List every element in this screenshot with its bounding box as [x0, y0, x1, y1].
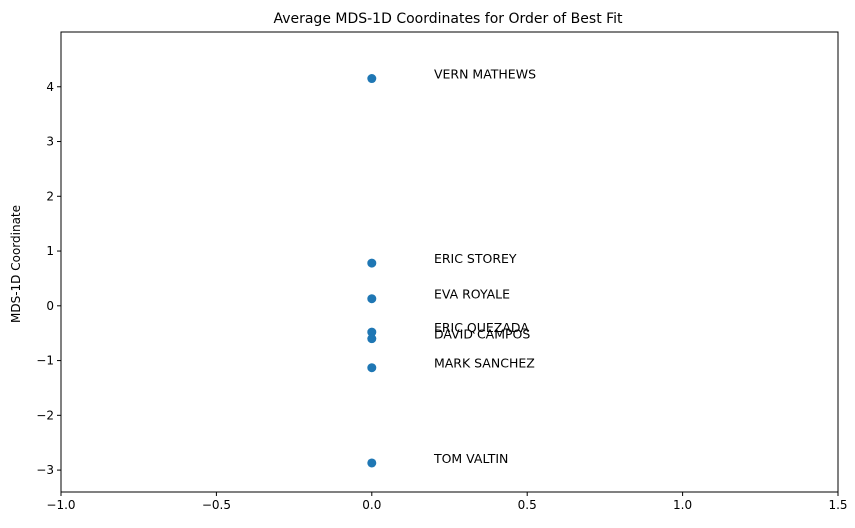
- point-label: DAVID CAMPOS: [434, 327, 530, 342]
- y-axis-label: MDS-1D Coordinate: [9, 205, 23, 323]
- y-tick-label: 2: [46, 189, 54, 203]
- y-tick-label: 0: [46, 299, 54, 313]
- plot-area: −1.0 −0.5 0.0 0.5 1.0 1.5 −3 −2 −1 0 1 2 3 4 VERN MATH…: [36, 32, 847, 512]
- x-tick-label: 1.0: [673, 498, 692, 512]
- data-point: [367, 259, 376, 268]
- point-label: EVA ROYALE: [434, 287, 510, 302]
- y-tick-label: 3: [46, 135, 54, 149]
- point-label: MARK SANCHEZ: [434, 356, 535, 371]
- point-label: ERIC STOREY: [434, 251, 517, 266]
- x-tick-label: −0.5: [202, 498, 231, 512]
- point-label: TOM VALTIN: [433, 451, 508, 466]
- data-point: [367, 74, 376, 83]
- x-tick-label: 0.5: [518, 498, 537, 512]
- y-tick-label: 4: [46, 80, 54, 94]
- y-tick-label: −3: [36, 463, 54, 477]
- y-tick-label: −2: [36, 408, 54, 422]
- point-label: VERN MATHEWS: [434, 67, 536, 82]
- data-point: [367, 294, 376, 303]
- chart-title: Average MDS-1D Coordinates for Order of …: [273, 11, 623, 27]
- y-tick-label: 1: [46, 244, 54, 258]
- data-point: [367, 334, 376, 343]
- x-tick-label: −1.0: [46, 498, 75, 512]
- x-tick-label: 0.0: [362, 498, 381, 512]
- data-point: [367, 458, 376, 467]
- data-point: [367, 363, 376, 372]
- x-tick-label: 1.5: [828, 498, 847, 512]
- y-tick-label: −1: [36, 354, 54, 368]
